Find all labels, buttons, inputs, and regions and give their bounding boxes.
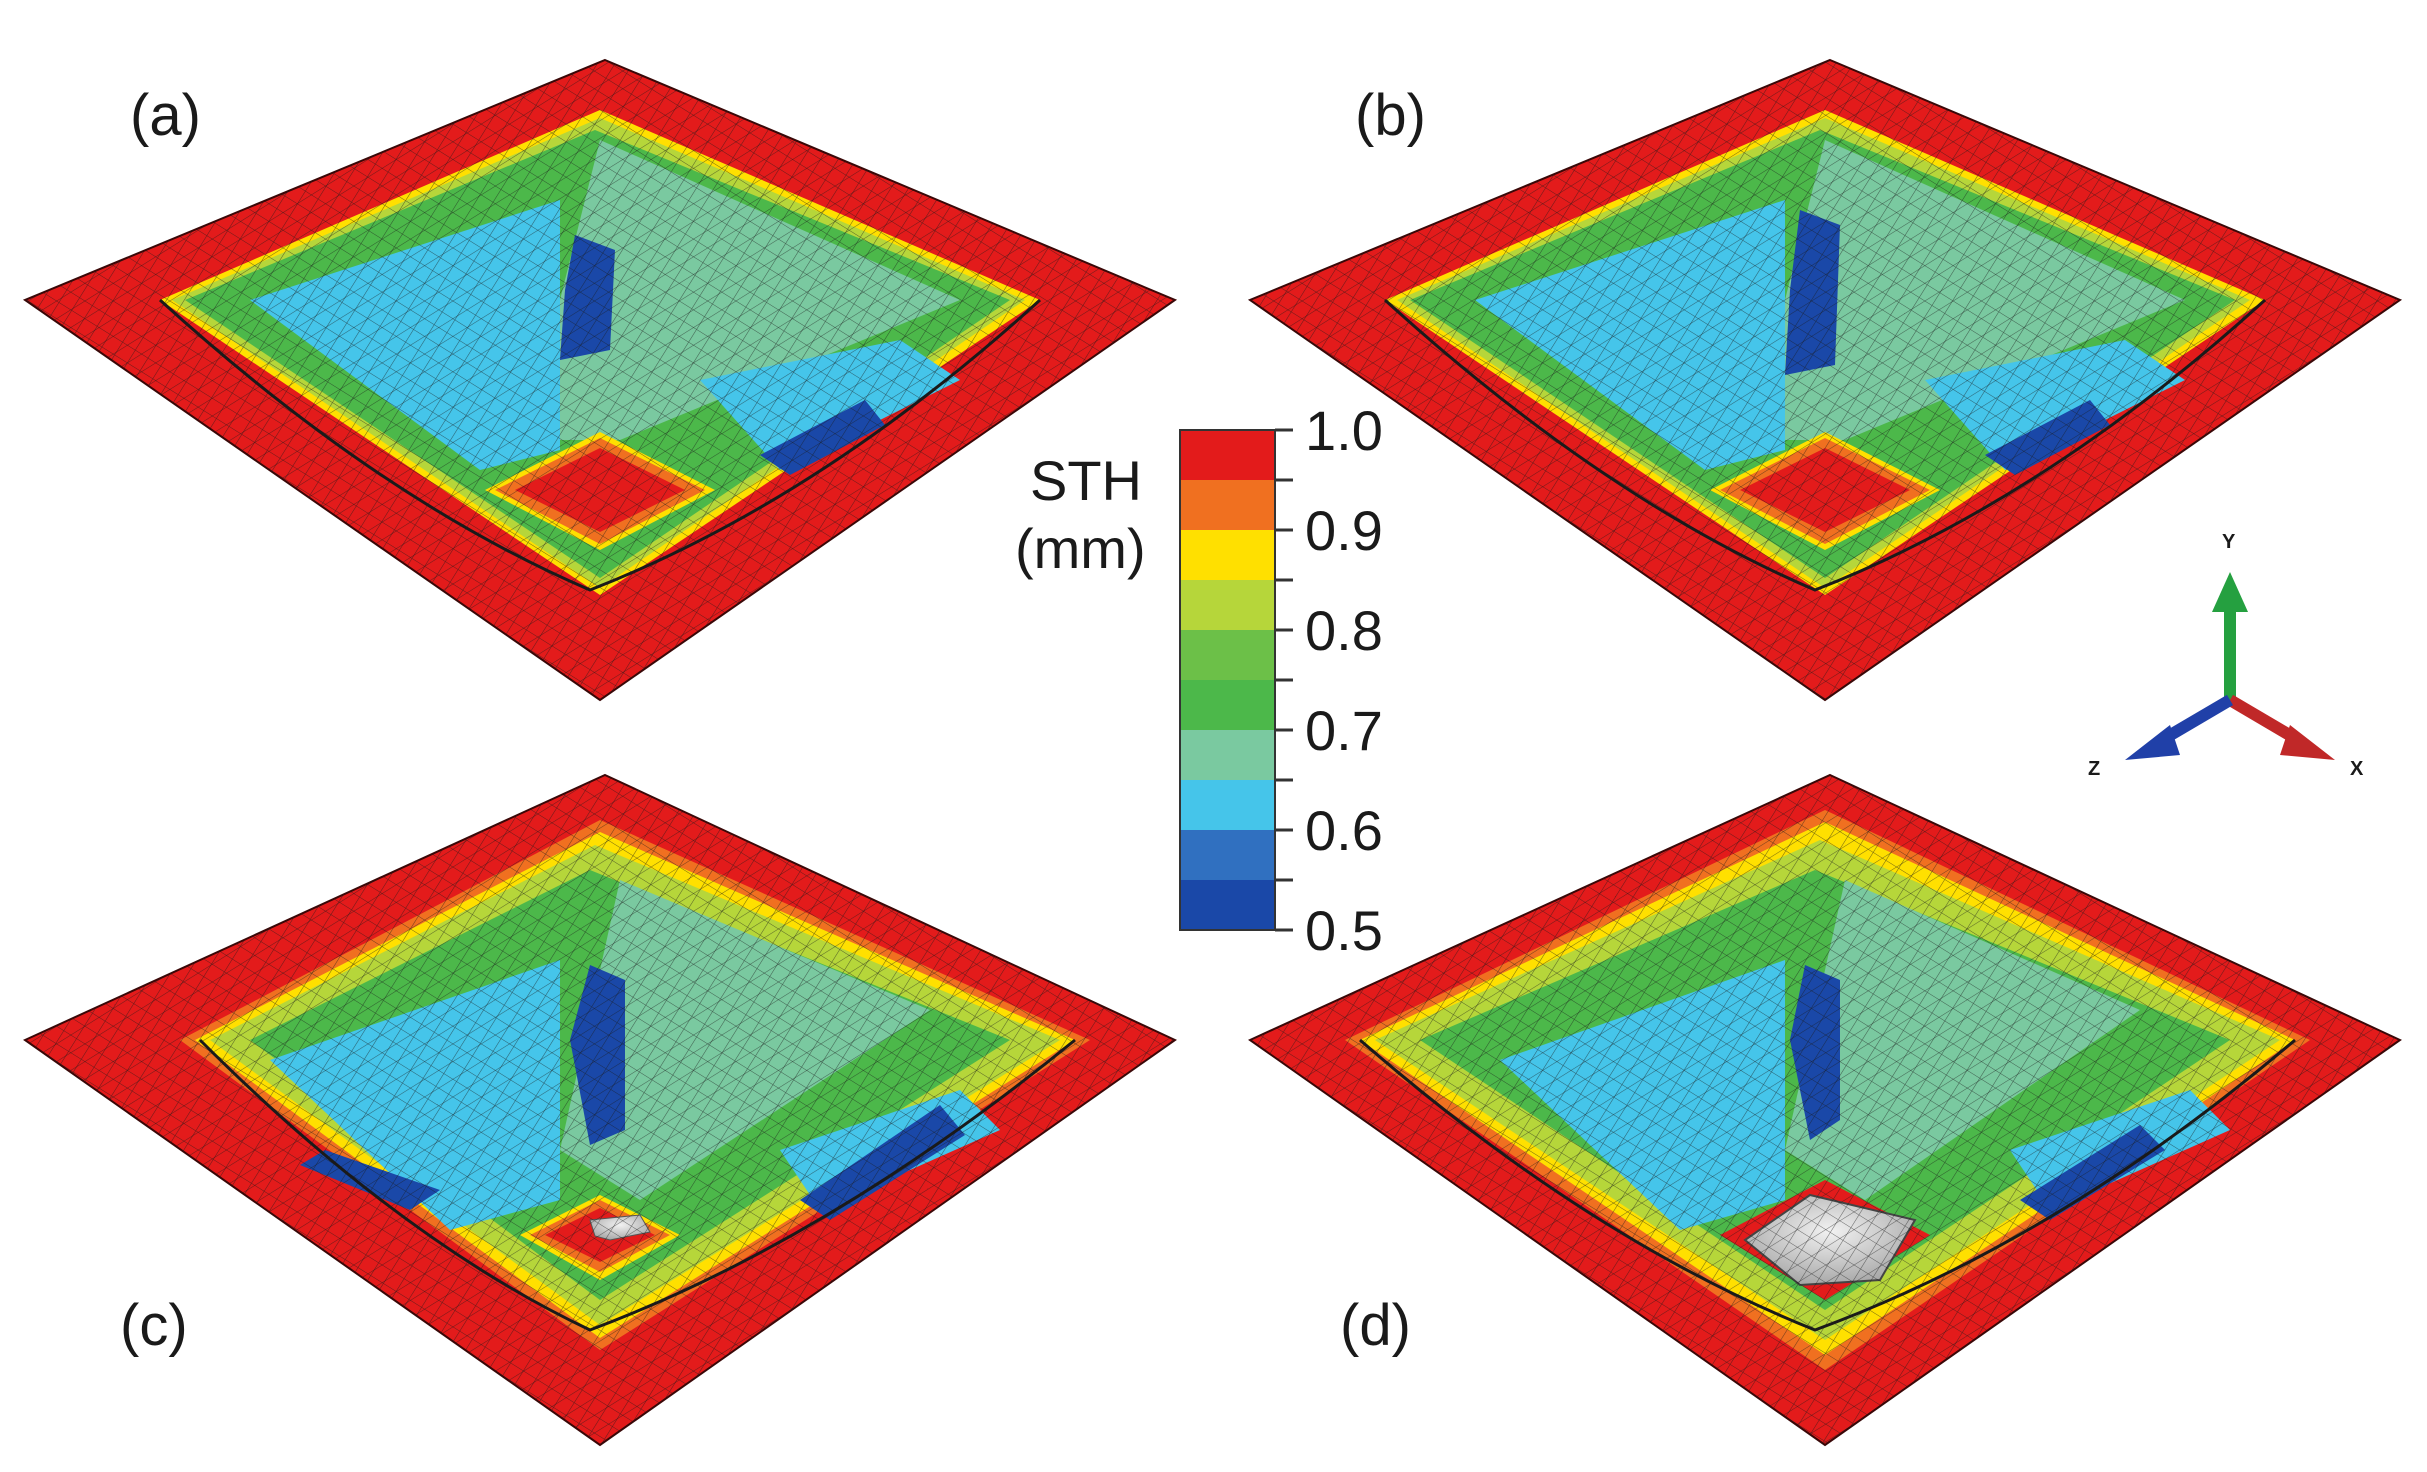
- x-axis-arrow: [2226, 694, 2302, 746]
- x-axis-label: X: [2350, 758, 2364, 780]
- legend-title-line1: STH: [1030, 449, 1142, 512]
- legend-tick-label: 0.6: [1305, 799, 1383, 862]
- legend-tick-label: 0.7: [1305, 699, 1383, 762]
- panel-d-mesh: [1247, 773, 2402, 1447]
- panel-d: (d): [1247, 773, 2402, 1447]
- panel-c-label: (c): [120, 1293, 188, 1358]
- panel-c-mesh: [22, 773, 1177, 1447]
- panel-a-mesh: [22, 58, 1178, 702]
- color-legend: STH (mm) 1.0 0.9 0.8 0.7 0.6 0.5: [1015, 399, 1383, 962]
- panel-d-label: (d): [1340, 1293, 1411, 1358]
- legend-tick-label: 0.9: [1305, 499, 1383, 562]
- panel-a: (a): [22, 58, 1178, 702]
- legend-swatch: [1180, 880, 1275, 930]
- legend-swatch: [1180, 680, 1275, 730]
- x-axis-arrowhead: [2280, 725, 2335, 760]
- legend-ticks: 1.0 0.9 0.8 0.7 0.6 0.5: [1275, 399, 1383, 962]
- axis-triad: Y X Z: [2088, 531, 2364, 780]
- legend-swatch: [1180, 430, 1275, 480]
- legend-tick-label: 0.5: [1305, 899, 1383, 962]
- panel-b: (b): [1247, 58, 2403, 702]
- panel-b-mesh: [1247, 58, 2403, 702]
- y-axis-arrowhead: [2212, 572, 2248, 612]
- panel-a-label: (a): [130, 83, 201, 148]
- legend-color-bar: [1179, 429, 1276, 931]
- y-axis-label: Y: [2222, 531, 2236, 553]
- legend-tick-label: 0.8: [1305, 599, 1383, 662]
- legend-swatch: [1180, 580, 1275, 630]
- legend-swatch: [1180, 480, 1275, 530]
- panel-c: (c): [22, 773, 1177, 1447]
- panel-b-label: (b): [1355, 83, 1426, 148]
- z-axis-arrow: [2158, 694, 2234, 746]
- legend-swatch: [1180, 730, 1275, 780]
- legend-title-line2: (mm): [1015, 517, 1146, 580]
- z-axis-arrowhead: [2125, 725, 2180, 760]
- legend-swatch: [1180, 830, 1275, 880]
- legend-swatch: [1180, 530, 1275, 580]
- legend-swatch: [1180, 780, 1275, 830]
- legend-swatch: [1180, 630, 1275, 680]
- legend-tick-label: 1.0: [1305, 399, 1383, 462]
- z-axis-label: Z: [2088, 758, 2100, 780]
